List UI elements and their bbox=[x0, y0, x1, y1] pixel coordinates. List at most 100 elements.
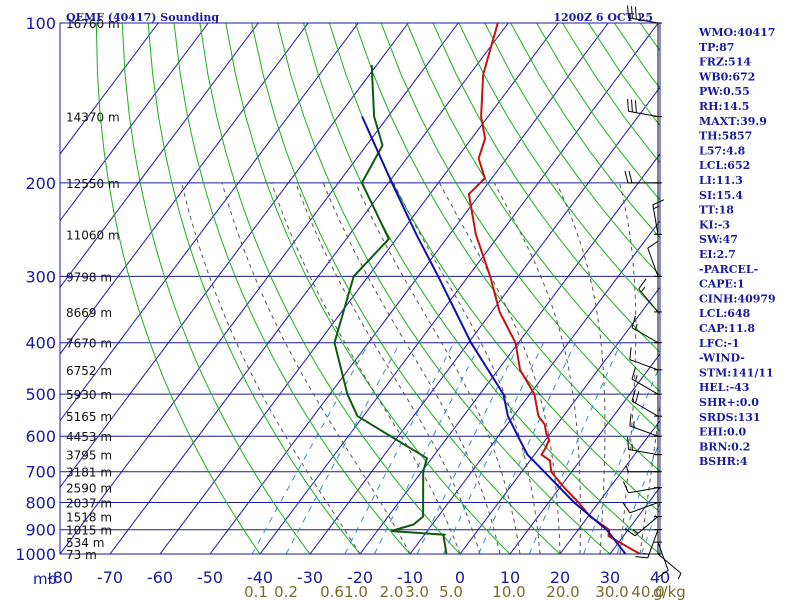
pressure-tick-label: 800 bbox=[25, 494, 56, 513]
height-label: 5930 m bbox=[66, 388, 112, 402]
moist-adiabat-line bbox=[393, 182, 541, 554]
wind-barb-half-feather bbox=[632, 529, 639, 534]
index-entry: LFC:-1 bbox=[699, 337, 740, 350]
height-label: 1518 m bbox=[66, 511, 112, 525]
wind-barb bbox=[652, 199, 665, 235]
wind-barb bbox=[635, 529, 659, 559]
index-entry: TT:18 bbox=[699, 204, 734, 217]
wind-profile bbox=[622, 5, 682, 580]
wind-barb-feather bbox=[624, 170, 629, 183]
pressure-tick-label: 300 bbox=[25, 267, 56, 286]
wind-barb-half-feather bbox=[653, 205, 660, 210]
mixing-ratio-line bbox=[478, 342, 576, 554]
dry-adiabat-line bbox=[225, 23, 511, 554]
height-label: 8669 m bbox=[66, 306, 112, 320]
wind-barb-staff bbox=[631, 327, 659, 344]
dry-adiabat-line bbox=[277, 23, 611, 554]
pressure-tick-label: 100 bbox=[25, 14, 56, 33]
temperature-tick-label: -40 bbox=[247, 568, 273, 587]
wind-barb bbox=[627, 5, 659, 24]
mixing-ratio-label: 0.6 bbox=[320, 583, 344, 600]
isotherm-line bbox=[60, 23, 309, 355]
plot-frame bbox=[59, 22, 661, 555]
mixing-unit-label: g/kg bbox=[653, 583, 686, 600]
pressure-tick-label: 900 bbox=[25, 521, 56, 540]
moist-adiabat-line bbox=[355, 182, 521, 554]
temperature-line bbox=[467, 23, 641, 554]
wind-barb bbox=[622, 502, 659, 514]
height-label: 7670 m bbox=[66, 337, 112, 351]
temperature-tick-label: -30 bbox=[297, 568, 323, 587]
wind-barb-feather bbox=[624, 528, 636, 537]
isotherm-line bbox=[359, 153, 660, 554]
dry-adiabat-line bbox=[458, 23, 660, 315]
wind-barb-staff bbox=[631, 400, 659, 417]
moist-adiabat-line bbox=[619, 182, 637, 554]
wind-barb bbox=[624, 516, 659, 537]
wind-barb-feather bbox=[631, 315, 636, 328]
index-entry: EHI:0.0 bbox=[699, 426, 746, 439]
wind-barb-feather bbox=[629, 413, 632, 426]
dry-adiabat-line bbox=[121, 23, 311, 554]
temperature-tick-label: 20 bbox=[550, 568, 570, 587]
mixing-ratio-tick-labels: 0.1 0.2 0.6 1.0 2.0 3.0 5.0 10.0 20.0 30.0 40.0 bbox=[244, 583, 665, 600]
wind-barb-feather bbox=[631, 389, 636, 402]
wind-barb-feather bbox=[638, 278, 647, 290]
dry-adiabat-line bbox=[406, 23, 660, 393]
parcel-line bbox=[361, 116, 627, 554]
height-label: 4453 m bbox=[66, 430, 112, 444]
wind-barb bbox=[657, 553, 682, 580]
height-labels: 16760 m 14370 m 12550 m 11060 m 9798 m 8669 m… bbox=[66, 17, 120, 562]
pressure-tick-label: 1000 bbox=[15, 545, 56, 564]
wind-barb-half-feather bbox=[626, 465, 629, 472]
moist-adiabat-line bbox=[639, 400, 660, 554]
index-entry: MAXT:39.9 bbox=[699, 115, 767, 128]
height-label: 1015 m bbox=[66, 524, 112, 538]
moist-adiabat-line bbox=[221, 182, 411, 554]
wind-barb-half-feather bbox=[635, 375, 638, 382]
dry-adiabat-line bbox=[380, 23, 660, 432]
mixing-ratio-label: 0.1 bbox=[244, 583, 268, 600]
wind-barb-staff bbox=[634, 516, 659, 537]
mixing-ratio-line bbox=[251, 342, 370, 554]
isotherm-line bbox=[209, 23, 609, 554]
height-label: 5165 m bbox=[66, 410, 112, 424]
moist-adiabat-line bbox=[271, 182, 461, 554]
wind-barb-staff bbox=[631, 378, 659, 395]
mixing-ratio-line bbox=[285, 342, 401, 554]
wind-barb-feather bbox=[635, 391, 640, 404]
moist-adiabat-line bbox=[295, 182, 481, 554]
wind-barb-half-feather bbox=[633, 421, 635, 428]
isotherm-line bbox=[60, 23, 409, 489]
index-entry: CAPE:1 bbox=[699, 278, 745, 291]
background-lines bbox=[60, 23, 660, 554]
isotherm-line bbox=[159, 23, 559, 554]
mixing-ratio-label: 3.0 bbox=[405, 583, 429, 600]
wind-barb-feather bbox=[635, 556, 648, 559]
wind-barb-staff bbox=[638, 288, 659, 313]
index-entry: SRDS:131 bbox=[699, 411, 761, 424]
wind-barb-staff bbox=[629, 425, 659, 437]
isotherm-line bbox=[509, 353, 660, 554]
wind-barb-staff bbox=[629, 502, 659, 514]
moist-adiabat-line bbox=[556, 182, 606, 554]
mixing-ratio-line bbox=[443, 342, 545, 554]
index-entry: TH:5857 bbox=[699, 130, 752, 143]
index-entry: SW:47 bbox=[699, 233, 738, 246]
dry-adiabat-line bbox=[432, 23, 660, 354]
index-entry: LI:11.3 bbox=[699, 174, 743, 187]
wind-barb bbox=[631, 367, 659, 395]
temperature-tick-label: -80 bbox=[47, 568, 73, 587]
temperature-tick-label: -70 bbox=[97, 568, 123, 587]
isotherm-line bbox=[109, 23, 509, 554]
mixing-ratio-label: 1.0 bbox=[344, 583, 368, 600]
dry-adiabat-line bbox=[199, 23, 461, 554]
dry-adiabat-line bbox=[95, 23, 261, 554]
wind-barb-feather bbox=[627, 437, 629, 450]
wind-barb-half-feather bbox=[635, 323, 638, 330]
moist-adiabat-line bbox=[322, 182, 501, 554]
wind-barb-feather bbox=[634, 6, 637, 20]
height-label: 9798 m bbox=[66, 270, 112, 284]
